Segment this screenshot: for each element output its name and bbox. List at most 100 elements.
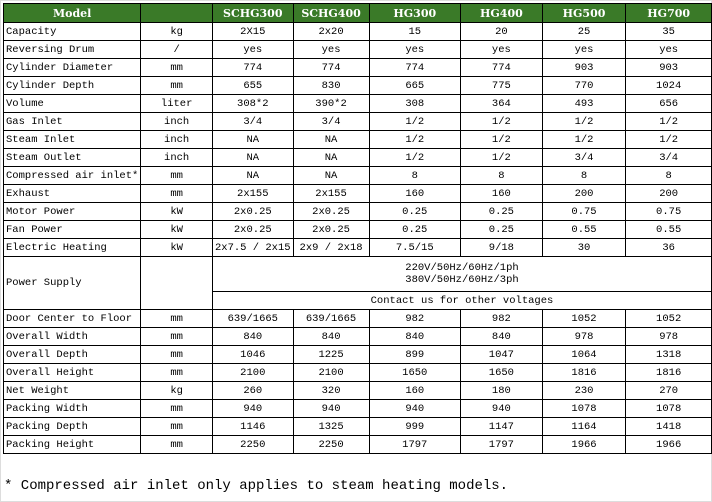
header-cell: SCHG400: [292, 3, 370, 23]
unit-cell: mm: [140, 435, 213, 454]
value-cell: 230: [541, 381, 627, 400]
unit-cell: mm: [140, 417, 213, 436]
value-cell: 774: [460, 58, 543, 77]
header-cell: HG700: [625, 3, 712, 23]
table-row: Electric Heating kW 2x7.5 / 2x15 2x9 / 2x18…: [2, 238, 712, 257]
value-cell: 1/2: [625, 130, 712, 149]
value-cell: 3/4: [625, 148, 712, 167]
value-cell: 160: [460, 184, 543, 203]
header-cell: HG300: [368, 3, 462, 23]
value-cell: 1/2: [368, 148, 462, 167]
unit-cell: liter: [140, 94, 213, 113]
unit-cell: kW: [140, 238, 213, 257]
table-row: Capacity kg 2X15 2x20 15 20 25 35: [2, 22, 712, 41]
value-cell: 2x7.5 / 2x15: [211, 238, 294, 257]
value-cell: 982: [460, 309, 543, 328]
value-cell: 830: [292, 76, 370, 95]
unit-cell: kW: [140, 202, 213, 221]
row-label: Overall Depth: [2, 345, 142, 364]
value-cell: 15: [368, 22, 462, 41]
unit-cell: mm: [140, 166, 213, 185]
row-label: Packing Depth: [2, 417, 142, 436]
value-cell: 2x9 / 2x18: [292, 238, 370, 257]
value-cell: 493: [541, 94, 627, 113]
value-cell: 1046: [211, 345, 294, 364]
header-cell: SCHG300: [211, 3, 294, 23]
row-label: Capacity: [2, 22, 142, 41]
value-cell: 1650: [368, 363, 462, 382]
value-cell: 0.55: [625, 220, 712, 239]
table-row: Steam Inlet inch NA NA 1/2 1/2 1/2 1/2: [2, 130, 712, 149]
table-row: Overall Depth mm 1046 1225 899 1047 1064 1318: [2, 345, 712, 364]
value-cell: 840: [460, 327, 543, 346]
value-cell: 200: [625, 184, 712, 203]
value-cell: 160: [368, 184, 462, 203]
value-cell: NA: [292, 166, 370, 185]
value-cell: 940: [460, 399, 543, 418]
unit-cell: mm: [140, 184, 213, 203]
unit-cell: inch: [140, 112, 213, 131]
value-cell: 1966: [541, 435, 627, 454]
table-row: Cylinder Depth mm 655 830 665 775 770 1024: [2, 76, 712, 95]
value-cell: 982: [368, 309, 462, 328]
value-cell: 2X15: [211, 22, 294, 41]
value-cell: 2x155: [211, 184, 294, 203]
header-row: Model SCHG300 SCHG400 HG300 HG400 HG500 HG700: [2, 3, 712, 23]
table-row: Compressed air inlet* mm NA NA 8 8 8 8: [2, 166, 712, 185]
row-label: Reversing Drum: [2, 40, 142, 59]
table-row: Reversing Drum / yes yes yes yes yes yes: [2, 40, 712, 59]
row-label: Overall Height: [2, 363, 142, 382]
header-cell: [140, 3, 213, 23]
value-cell: 8: [368, 166, 462, 185]
value-cell: 903: [625, 58, 712, 77]
header-cell: HG400: [460, 3, 543, 23]
table-row: Exhaust mm 2x155 2x155 160 160 200 200: [2, 184, 712, 203]
value-cell: yes: [292, 40, 370, 59]
value-cell: 1024: [625, 76, 712, 95]
contact-note: Contact us for other voltages: [211, 291, 712, 310]
row-label: Fan Power: [2, 220, 142, 239]
value-cell: 940: [211, 399, 294, 418]
value-cell: 2250: [292, 435, 370, 454]
unit-cell: kg: [140, 381, 213, 400]
value-cell: 1078: [541, 399, 627, 418]
value-cell: 1/2: [625, 112, 712, 131]
value-cell: 20: [460, 22, 543, 41]
power-supply-values: 220V/50Hz/60Hz/1ph 380V/50Hz/60Hz/3ph: [211, 256, 712, 292]
value-cell: 1047: [460, 345, 543, 364]
value-cell: 1164: [541, 417, 627, 436]
value-cell: 1052: [625, 309, 712, 328]
value-cell: 2x155: [292, 184, 370, 203]
value-cell: 840: [368, 327, 462, 346]
value-cell: 2250: [211, 435, 294, 454]
value-cell: 8: [541, 166, 627, 185]
table-row: Motor Power kW 2x0.25 2x0.25 0.25 0.25 0.75 0.7…: [2, 202, 712, 221]
value-cell: 2100: [211, 363, 294, 382]
value-cell: 0.75: [541, 202, 627, 221]
value-cell: 978: [625, 327, 712, 346]
value-cell: 308: [368, 94, 462, 113]
value-cell: 903: [541, 58, 627, 77]
power-supply-unit: [140, 256, 213, 310]
value-cell: 390*2: [292, 94, 370, 113]
value-cell: 639/1665: [211, 309, 294, 328]
table-row: Overall Height mm 2100 2100 1650 1650 1816 1816: [2, 363, 712, 382]
value-cell: yes: [541, 40, 627, 59]
footnote: * Compressed air inlet only applies to s…: [4, 478, 509, 494]
unit-cell: mm: [140, 399, 213, 418]
power-supply-label: Power Supply: [2, 256, 142, 310]
row-label: Door Center to Floor: [2, 309, 142, 328]
value-cell: 364: [460, 94, 543, 113]
value-cell: 36: [625, 238, 712, 257]
unit-cell: inch: [140, 130, 213, 149]
value-cell: NA: [211, 166, 294, 185]
row-label: Steam Outlet: [2, 148, 142, 167]
value-cell: 3/4: [292, 112, 370, 131]
unit-cell: kW: [140, 220, 213, 239]
value-cell: 25: [541, 22, 627, 41]
value-cell: 2x0.25: [292, 202, 370, 221]
power-supply-row: Power Supply 220V/50Hz/60Hz/1ph 380V/50Hz…: [2, 256, 712, 310]
value-cell: 1/2: [460, 112, 543, 131]
value-cell: 0.55: [541, 220, 627, 239]
value-cell: 0.25: [460, 220, 543, 239]
